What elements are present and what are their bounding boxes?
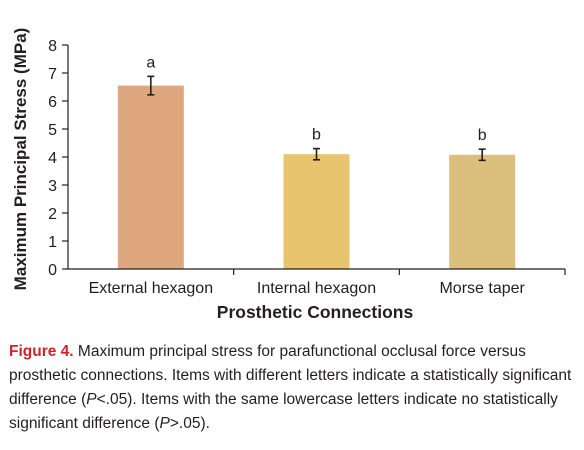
- y-tick-label: 1: [48, 234, 57, 251]
- y-tick-label: 3: [48, 178, 57, 195]
- y-tick-label: 5: [48, 122, 57, 139]
- significance-letter: a: [146, 54, 155, 71]
- caption-p-1: P: [86, 391, 97, 408]
- x-tick-label: Morse taper: [439, 280, 525, 297]
- caption-text-1: Maximum principal stress for parafunctio…: [9, 343, 572, 408]
- significance-letter: b: [478, 127, 487, 144]
- caption-text-3: >.05).: [169, 415, 210, 432]
- figure-label: Figure 4.: [9, 343, 74, 360]
- caption-text-2: <.05). Items with the same lowercase let…: [9, 391, 558, 432]
- y-axis-title: Maximum Principal Stress (MPa): [11, 28, 30, 291]
- figure-caption: Figure 4. Maximum principal stress for p…: [9, 340, 577, 436]
- x-axis-title: Prosthetic Connections: [217, 302, 414, 322]
- y-tick-label: 0: [48, 262, 57, 279]
- y-tick-label: 8: [48, 38, 57, 55]
- bar: [449, 154, 516, 269]
- bars: a b b: [117, 54, 516, 269]
- x-tick-label: External hexagon: [89, 280, 214, 297]
- x-tick-label: Internal hexagon: [257, 280, 376, 297]
- y-tick-label: 2: [48, 206, 57, 223]
- bar: [117, 85, 184, 269]
- y-axis-ticks: 0 1 2 3 4 5 6 7 8: [48, 38, 68, 279]
- significance-letter: b: [312, 127, 321, 144]
- caption-p-2: P: [159, 415, 170, 432]
- y-tick-label: 6: [48, 94, 57, 111]
- bar-chart: 0 1 2 3 4 5 6 7 8 a b b External hexagon Internal h…: [11, 28, 566, 322]
- y-tick-label: 7: [48, 66, 57, 83]
- y-tick-label: 4: [48, 150, 57, 167]
- bar: [283, 154, 350, 269]
- x-axis-ticks: External hexagon Internal hexagon Morse ta…: [89, 269, 566, 297]
